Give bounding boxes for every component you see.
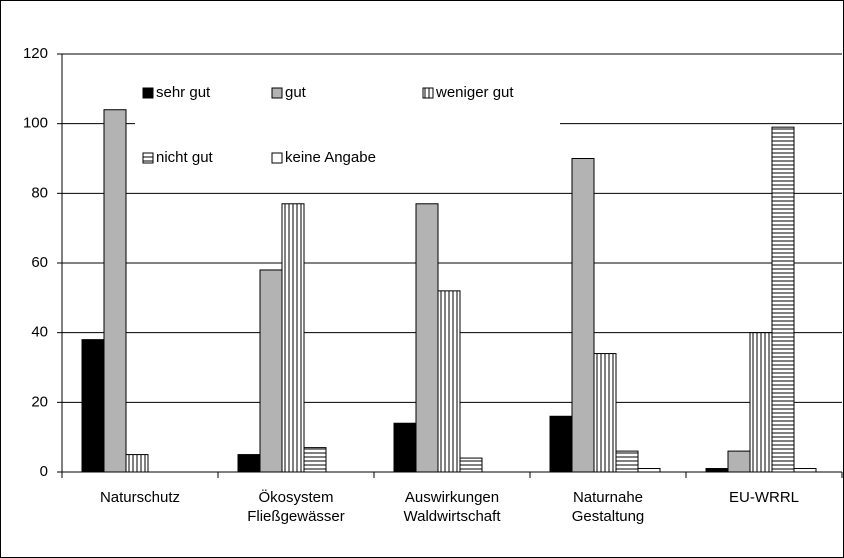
y-tick-label: 60 bbox=[31, 254, 48, 271]
y-tick-label: 100 bbox=[23, 115, 48, 132]
bar bbox=[727, 450, 751, 473]
bar bbox=[771, 126, 795, 473]
bar bbox=[415, 203, 439, 473]
bar bbox=[459, 457, 483, 473]
bar bbox=[749, 332, 773, 473]
y-tick-label: 40 bbox=[31, 324, 48, 341]
x-tick-label: Auswirkungen Waldwirtschaft bbox=[403, 489, 501, 525]
legend-swatch bbox=[422, 87, 434, 99]
legend-label: gut bbox=[285, 84, 307, 101]
bar bbox=[259, 269, 283, 473]
bar bbox=[437, 290, 461, 473]
bar bbox=[81, 339, 105, 473]
bar bbox=[615, 450, 639, 473]
legend-label: sehr gut bbox=[156, 84, 211, 101]
bar bbox=[637, 468, 661, 473]
bar bbox=[393, 422, 417, 473]
bar bbox=[103, 109, 127, 473]
bar bbox=[237, 454, 261, 473]
legend-label: weniger gut bbox=[435, 84, 514, 101]
x-tick-label: Naturnahe Gestaltung bbox=[571, 489, 645, 525]
legend-swatch bbox=[271, 152, 283, 164]
x-tick-label: Naturschutz bbox=[99, 489, 181, 506]
x-tick-label: EU-WRRL bbox=[729, 489, 799, 506]
y-tick-label: 120 bbox=[23, 45, 48, 62]
legend-label: keine Angabe bbox=[285, 149, 376, 166]
bar bbox=[593, 353, 617, 473]
bar bbox=[303, 447, 327, 473]
x-tick-label: Ökosystem Fließgewässer bbox=[247, 489, 345, 525]
legend-swatch bbox=[271, 87, 283, 99]
bar bbox=[125, 454, 149, 473]
legend-swatch bbox=[142, 152, 154, 164]
y-tick-label: 80 bbox=[31, 184, 48, 201]
legend-label: nicht gut bbox=[156, 149, 214, 166]
bar bbox=[281, 203, 305, 473]
legend-swatch bbox=[142, 87, 154, 99]
bar bbox=[793, 468, 817, 473]
bar bbox=[571, 158, 595, 473]
legend-box bbox=[135, 76, 560, 176]
y-tick-label: 0 bbox=[40, 463, 48, 480]
y-tick-label: 20 bbox=[31, 393, 48, 410]
bar bbox=[549, 415, 573, 473]
bar bbox=[705, 468, 729, 473]
